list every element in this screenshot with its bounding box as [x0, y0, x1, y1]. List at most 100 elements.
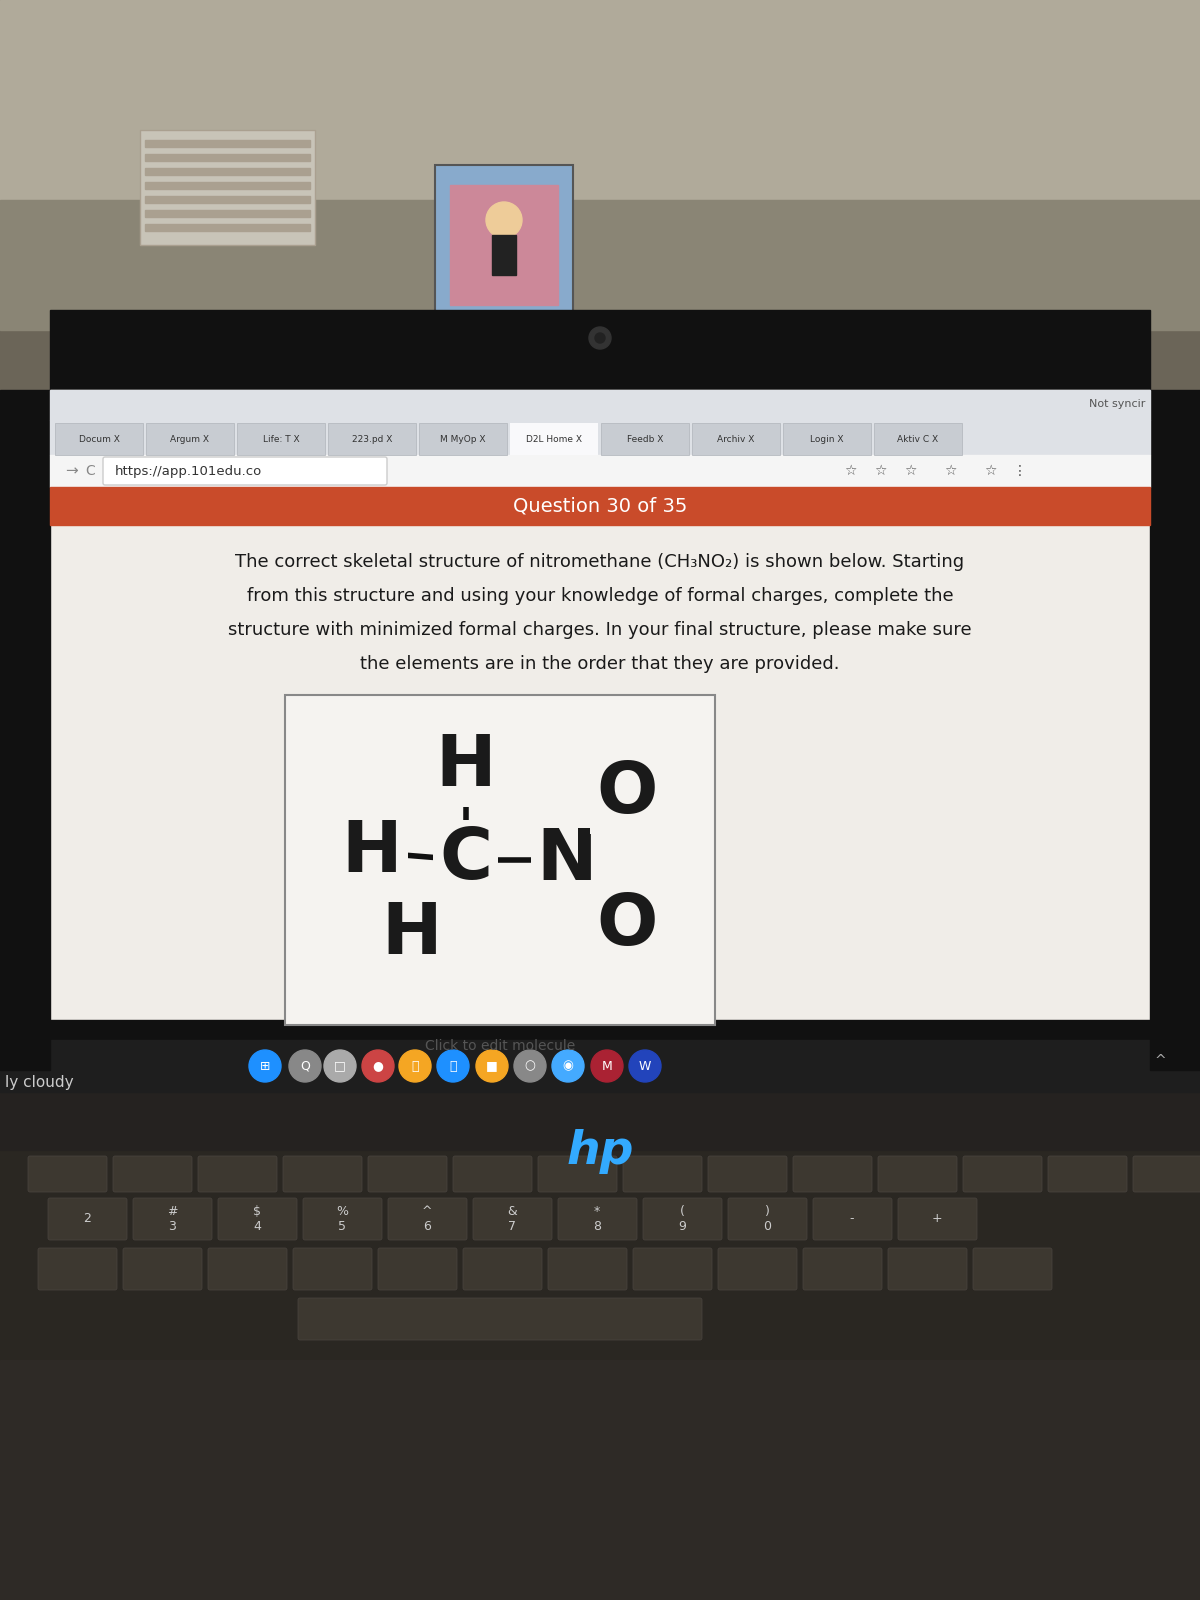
- Text: Argum X: Argum X: [170, 435, 210, 443]
- Bar: [50, 390, 1150, 419]
- FancyBboxPatch shape: [814, 1198, 892, 1240]
- FancyBboxPatch shape: [973, 1248, 1052, 1290]
- Circle shape: [324, 1050, 356, 1082]
- FancyBboxPatch shape: [898, 1198, 977, 1240]
- Bar: [784, 422, 871, 454]
- FancyBboxPatch shape: [1048, 1155, 1127, 1192]
- Bar: [145, 154, 310, 162]
- Text: $
4: $ 4: [253, 1205, 262, 1234]
- FancyBboxPatch shape: [124, 1248, 202, 1290]
- Text: ^
6: ^ 6: [421, 1205, 432, 1234]
- Text: Life: T X: Life: T X: [263, 435, 299, 443]
- FancyBboxPatch shape: [793, 1155, 872, 1192]
- Text: O: O: [596, 760, 658, 829]
- Text: M: M: [601, 1059, 612, 1072]
- Circle shape: [629, 1050, 661, 1082]
- Text: ☆: ☆: [984, 464, 996, 478]
- Text: )
0: ) 0: [763, 1205, 772, 1234]
- Text: Click to edit molecule: Click to edit molecule: [425, 1038, 575, 1053]
- FancyBboxPatch shape: [1133, 1155, 1200, 1192]
- Circle shape: [592, 1050, 623, 1082]
- FancyBboxPatch shape: [302, 1198, 382, 1240]
- Text: The correct skeletal structure of nitromethane (CH₃NO₂) is shown below. Starting: The correct skeletal structure of nitrom…: [235, 554, 965, 571]
- Text: #
3: # 3: [167, 1205, 178, 1234]
- Bar: [146, 422, 234, 454]
- Text: H: H: [382, 901, 442, 970]
- Bar: [50, 454, 1150, 486]
- Bar: [140, 130, 314, 245]
- Text: Docum X: Docum X: [78, 435, 120, 443]
- Text: 🌐: 🌐: [449, 1059, 457, 1072]
- Text: ⋮: ⋮: [1013, 464, 1027, 478]
- Bar: [0, 200, 1200, 330]
- Text: 223.pd X: 223.pd X: [352, 435, 392, 443]
- Text: 2: 2: [83, 1213, 91, 1226]
- Bar: [238, 422, 325, 454]
- Text: ☆: ☆: [844, 464, 857, 478]
- FancyBboxPatch shape: [964, 1155, 1042, 1192]
- Text: Feedb X: Feedb X: [626, 435, 664, 443]
- Bar: [145, 168, 310, 174]
- Text: 📁: 📁: [412, 1059, 419, 1072]
- FancyBboxPatch shape: [454, 1155, 532, 1192]
- Circle shape: [398, 1050, 431, 1082]
- FancyBboxPatch shape: [218, 1198, 298, 1240]
- Circle shape: [476, 1050, 508, 1082]
- Text: Archiv X: Archiv X: [718, 435, 755, 443]
- FancyBboxPatch shape: [378, 1248, 457, 1290]
- FancyBboxPatch shape: [634, 1248, 712, 1290]
- Bar: [0, 1040, 1200, 1091]
- Text: ☆: ☆: [874, 464, 887, 478]
- FancyBboxPatch shape: [888, 1248, 967, 1290]
- Text: hp: hp: [566, 1130, 634, 1174]
- FancyBboxPatch shape: [538, 1155, 617, 1192]
- Circle shape: [514, 1050, 546, 1082]
- Text: https://app.101edu.co: https://app.101edu.co: [115, 464, 263, 477]
- Text: ●: ●: [372, 1059, 384, 1072]
- Text: from this structure and using your knowledge of formal charges, complete the: from this structure and using your knowl…: [247, 587, 953, 605]
- Text: &
7: & 7: [508, 1205, 517, 1234]
- Circle shape: [486, 202, 522, 238]
- Circle shape: [552, 1050, 584, 1082]
- Text: Not syncir: Not syncir: [1088, 398, 1145, 410]
- FancyBboxPatch shape: [133, 1198, 212, 1240]
- FancyBboxPatch shape: [298, 1298, 702, 1341]
- Bar: [510, 422, 598, 454]
- Text: Aktiv C X: Aktiv C X: [898, 435, 938, 443]
- Circle shape: [250, 1050, 281, 1082]
- FancyBboxPatch shape: [643, 1198, 722, 1240]
- Circle shape: [362, 1050, 394, 1082]
- Text: Login X: Login X: [810, 435, 844, 443]
- Bar: [145, 195, 310, 203]
- Bar: [55, 422, 143, 454]
- Text: Question 30 of 35: Question 30 of 35: [512, 496, 688, 515]
- FancyBboxPatch shape: [558, 1198, 637, 1240]
- Bar: [50, 486, 1150, 525]
- Text: O: O: [596, 891, 658, 960]
- Bar: [0, 1360, 1200, 1600]
- Bar: [436, 165, 574, 325]
- Bar: [692, 422, 780, 454]
- Circle shape: [289, 1050, 322, 1082]
- Text: H: H: [436, 731, 496, 800]
- Bar: [145, 210, 310, 218]
- FancyBboxPatch shape: [198, 1155, 277, 1192]
- Text: W: W: [638, 1059, 652, 1072]
- FancyBboxPatch shape: [548, 1248, 628, 1290]
- FancyBboxPatch shape: [293, 1248, 372, 1290]
- Bar: [50, 419, 1150, 454]
- FancyBboxPatch shape: [48, 1198, 127, 1240]
- Bar: [0, 1150, 1200, 1360]
- Text: ○: ○: [524, 1059, 535, 1072]
- FancyBboxPatch shape: [103, 458, 386, 485]
- Text: the elements are in the order that they are provided.: the elements are in the order that they …: [360, 654, 840, 674]
- FancyBboxPatch shape: [623, 1155, 702, 1192]
- Text: Q: Q: [300, 1059, 310, 1072]
- FancyBboxPatch shape: [368, 1155, 446, 1192]
- Bar: [0, 390, 50, 1070]
- Text: H: H: [342, 818, 402, 886]
- Bar: [450, 186, 558, 306]
- Text: ■: ■: [486, 1059, 498, 1072]
- Text: M MyOp X: M MyOp X: [440, 435, 486, 443]
- Bar: [874, 422, 962, 454]
